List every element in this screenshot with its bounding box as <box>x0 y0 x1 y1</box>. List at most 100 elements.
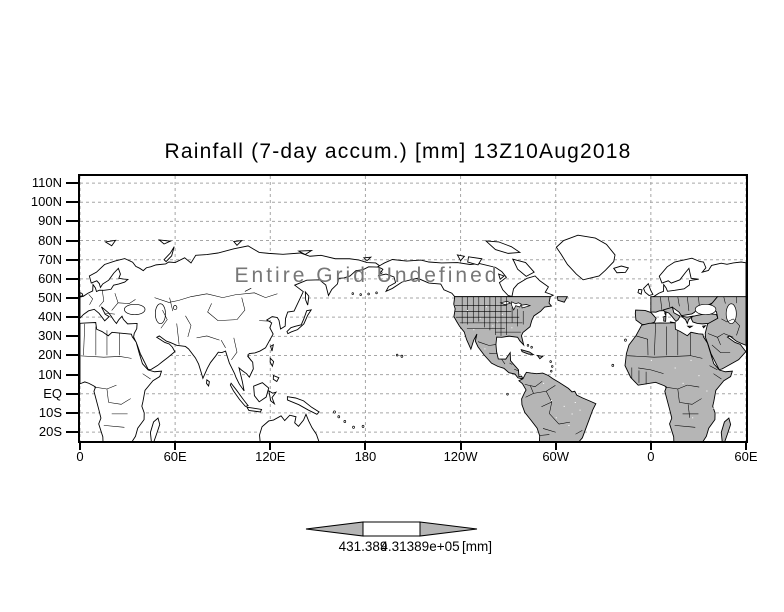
africa-coastline-west-copy <box>80 323 162 441</box>
x-axis-tick <box>744 443 747 450</box>
shaded-land-layer <box>454 297 746 441</box>
y-axis-tick <box>66 239 78 242</box>
south-america-shaded <box>519 372 596 441</box>
y-axis-tick <box>66 354 78 357</box>
y-axis-tick <box>66 373 78 376</box>
victoria-island <box>468 257 482 265</box>
luzon <box>270 358 273 366</box>
australia-top <box>260 414 319 441</box>
madagascar-shaded <box>721 418 730 441</box>
y-axis-label: EQ <box>43 385 62 401</box>
map-plot-frame <box>78 174 748 443</box>
caspian-sea-east-copy <box>726 304 736 324</box>
hispaniola-shaded <box>537 355 542 358</box>
y-axis-tick <box>66 182 78 185</box>
country-state-borders-layer <box>81 290 740 436</box>
java <box>247 407 262 412</box>
aral-sea <box>173 305 176 309</box>
borneo <box>254 383 269 402</box>
y-axis-tick <box>66 431 78 434</box>
new-guinea <box>287 397 319 415</box>
lake-baikal <box>245 288 251 291</box>
shading-speckles-layer <box>466 306 714 426</box>
svalbard <box>105 240 115 245</box>
greece-shaded <box>682 316 693 323</box>
y-axis-tick <box>66 392 78 395</box>
greenland <box>556 235 615 280</box>
x-axis-label: 120W <box>443 449 478 464</box>
great-britain <box>644 284 653 296</box>
sakhalin <box>305 292 308 305</box>
colorbar-right-arrow <box>419 521 478 537</box>
y-axis-tick <box>66 258 78 261</box>
sardinia-shaded <box>664 316 666 321</box>
sulawesi <box>269 391 276 404</box>
north-europe-east-copy <box>651 258 746 297</box>
world-map <box>80 176 746 441</box>
small-islands-layer <box>334 272 627 429</box>
crete-shaded <box>688 326 692 328</box>
y-axis-tick <box>66 277 78 280</box>
iceland <box>614 266 629 273</box>
y-axis-label: 80N <box>38 232 62 248</box>
wrangel-island <box>364 257 371 260</box>
eurasia-coastline <box>80 246 381 391</box>
canada-alaska-outline <box>378 260 553 297</box>
y-axis-label: 60N <box>38 270 62 286</box>
black-sea-west-copy <box>124 304 145 314</box>
x-axis-label: 60E <box>163 449 187 464</box>
y-axis-label: 10S <box>38 404 62 420</box>
y-axis-label: 70N <box>38 251 62 267</box>
y-axis-tick <box>66 335 78 338</box>
x-axis-label: 60E <box>734 449 758 464</box>
newfoundland-shaded <box>557 297 567 303</box>
y-axis-tick <box>66 411 78 414</box>
x-axis-tick <box>174 443 177 450</box>
novaya-zemlya <box>164 247 174 262</box>
lake-superior <box>501 301 511 304</box>
y-axis-label: 20N <box>38 347 62 363</box>
x-axis-label: 0 <box>76 449 84 464</box>
england-sliver-left-edge <box>80 293 83 297</box>
cuba-shaded <box>521 350 533 355</box>
x-axis-tick <box>79 443 81 450</box>
colorbar-left-arrow <box>305 521 364 537</box>
cyprus-shaded <box>703 326 706 328</box>
africa-shaded <box>625 323 732 441</box>
x-axis-tick <box>459 443 462 450</box>
x-axis-tick <box>554 443 557 450</box>
y-axis-label: 30N <box>38 328 62 344</box>
lakes-erie-ontario <box>522 305 530 308</box>
colorbar-middle-cell <box>362 521 421 537</box>
y-axis-label: 10N <box>38 366 62 382</box>
plot-title: Rainfall (7-day accum.) [mm] 13Z10Aug201… <box>164 140 632 163</box>
x-axis-tick <box>364 443 367 450</box>
y-axis-tick <box>66 201 78 204</box>
taiwan <box>271 345 274 351</box>
x-axis-label: 120E <box>255 449 286 464</box>
y-axis-tick <box>66 316 78 319</box>
franz-josef-land <box>159 240 170 244</box>
southampton-island <box>499 274 504 279</box>
madagascar-outline <box>150 418 159 441</box>
x-axis-label: 60W <box>542 449 570 464</box>
banks-island <box>457 255 464 261</box>
ellesmere-island <box>486 241 520 253</box>
colorbar-left-value: 431.389 <box>338 539 388 554</box>
caspian-sea-west-copy <box>155 304 165 324</box>
mindanao <box>273 376 279 382</box>
corsica-shaded <box>665 312 666 315</box>
y-axis-label: 20S <box>38 424 62 440</box>
y-axis-label: 90N <box>38 213 62 229</box>
y-axis-label: 100N <box>30 194 62 210</box>
colorbar <box>305 521 478 537</box>
ireland <box>638 289 642 294</box>
x-axis-tick <box>649 443 652 450</box>
y-axis-tick <box>66 297 78 299</box>
sumatra <box>230 383 248 406</box>
us-mexico-shaded <box>454 297 552 379</box>
undefined-grid-watermark: Entire Grid Undefined <box>234 264 500 287</box>
severnaya-zemlya <box>234 241 242 246</box>
sri-lanka <box>207 380 210 386</box>
